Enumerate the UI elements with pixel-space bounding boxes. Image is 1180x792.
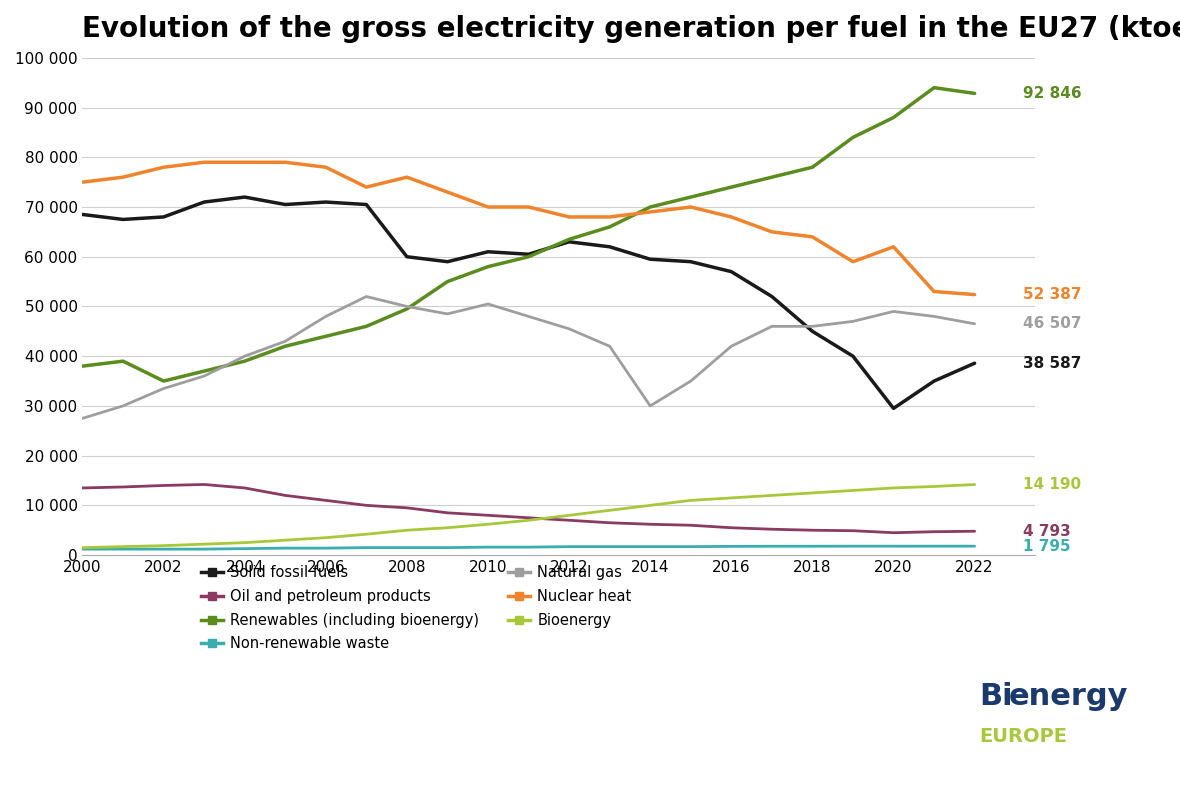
Text: 4 793: 4 793 [1023, 524, 1071, 539]
Text: 14 190: 14 190 [1023, 477, 1081, 492]
Text: EUROPE: EUROPE [979, 727, 1068, 746]
Text: 92 846: 92 846 [1023, 86, 1082, 101]
Text: 1 795: 1 795 [1023, 539, 1071, 554]
Text: energy: energy [1009, 683, 1128, 711]
Legend: Solid fossil fuels, Oil and petroleum products, Renewables (including bioenergy): Solid fossil fuels, Oil and petroleum pr… [195, 559, 637, 657]
Text: Evolution of the gross electricity generation per fuel in the EU27 (ktoe): Evolution of the gross electricity gener… [83, 15, 1180, 43]
Text: 46 507: 46 507 [1023, 316, 1082, 331]
Text: 38 587: 38 587 [1023, 356, 1082, 371]
Text: Bi: Bi [979, 683, 1012, 711]
Text: 52 387: 52 387 [1023, 287, 1082, 302]
